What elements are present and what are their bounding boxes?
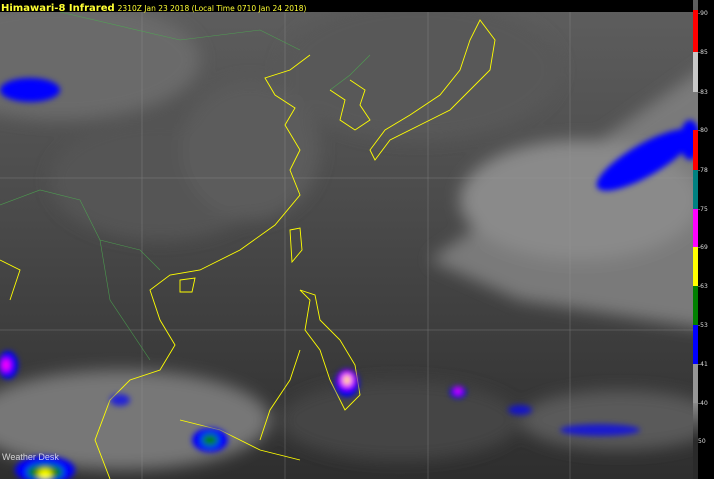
coastlines [0,19,496,479]
temperature-colorbar: -90 -85 -83 -80 -78 -75 -69 -63 -53 -41 … [693,0,714,479]
colorbar-segment [693,364,698,403]
colorbar-label: 50 [698,438,706,445]
colorbar-label: -40 [698,400,708,407]
colorbar-label-background [698,0,714,479]
colorbar-label: -63 [698,283,708,290]
product-title: Himawari-8 Infrared [1,3,115,14]
colorbar-label: -53 [698,322,708,329]
colorbar-segment [693,209,698,247]
title-bar: Himawari-8 Infrared 2310Z Jan 23 2018 (Lo… [0,0,693,14]
colorbar-segment [693,325,698,364]
colorbar-label: -90 [698,10,708,17]
colorbar-segment [693,286,698,325]
watermark-logo: Weather Desk [2,452,59,462]
colorbar-label: -83 [698,89,708,96]
colorbar-segment [693,130,698,170]
colorbar-label: -80 [698,127,708,134]
colorbar-label: -41 [698,361,708,368]
colorbar-segment [693,247,698,286]
colorbar-segment [693,403,698,441]
colorbar-segment [693,441,698,479]
graticule [0,12,693,479]
colorbar-segment [693,10,698,52]
colorbar-segment [693,170,698,209]
colorbar-label: -85 [698,49,708,56]
colorbar-segment [693,52,698,92]
timestamp: 2310Z Jan 23 2018 (Local Time 0710 Jan 2… [117,4,307,13]
colorbar-label: -78 [698,167,708,174]
country-borders [0,11,371,361]
colorbar-label: -69 [698,244,708,251]
colorbar-label: -75 [698,206,708,213]
